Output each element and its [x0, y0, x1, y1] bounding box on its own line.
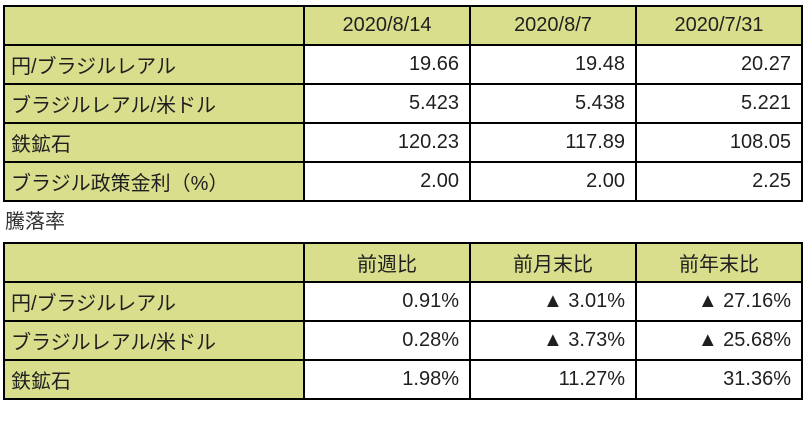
change-rate-table: 前週比 前月末比 前年末比 円/ブラジルレアル 0.91% ▲ 3.01% ▲ … — [3, 242, 803, 400]
row-label-iron-ore: 鉄鉱石 — [3, 122, 305, 163]
change-corner-cell — [3, 242, 305, 283]
rates-corner-cell — [3, 5, 305, 46]
value-cell: 19.66 — [303, 44, 471, 85]
row-label-policy-rate: ブラジル政策金利（%） — [3, 161, 305, 202]
change-header-wow: 前週比 — [303, 242, 471, 283]
value-cell: 120.23 — [303, 122, 471, 163]
table-row: 円/ブラジルレアル 0.91% ▲ 3.01% ▲ 27.16% — [3, 281, 803, 322]
section-label-change-rate: 騰落率 — [5, 211, 65, 233]
table-row: 円/ブラジルレアル 19.66 19.48 20.27 — [3, 44, 803, 85]
value-cell: ▲ 3.01% — [469, 281, 637, 322]
value-cell: 31.36% — [635, 359, 803, 400]
value-cell: 108.05 — [635, 122, 803, 163]
value-cell: 5.438 — [469, 83, 637, 124]
value-cell: 11.27% — [469, 359, 637, 400]
rates-header-row: 2020/8/14 2020/8/7 2020/7/31 — [3, 5, 803, 46]
table-row: ブラジル政策金利（%） 2.00 2.00 2.25 — [3, 161, 803, 202]
value-cell: 2.00 — [469, 161, 637, 202]
value-cell: 19.48 — [469, 44, 637, 85]
table-row: 鉄鉱石 1.98% 11.27% 31.36% — [3, 359, 803, 400]
value-cell: ▲ 27.16% — [635, 281, 803, 322]
rates-date-header-2: 2020/8/7 — [469, 5, 637, 46]
value-cell: 2.00 — [303, 161, 471, 202]
change-header-ytd: 前年末比 — [635, 242, 803, 283]
change-header-mom: 前月末比 — [469, 242, 637, 283]
rates-table: 2020/8/14 2020/8/7 2020/7/31 円/ブラジルレアル 1… — [3, 5, 803, 202]
value-cell: 1.98% — [303, 359, 471, 400]
change-header-row: 前週比 前月末比 前年末比 — [3, 242, 803, 283]
row-label-jpy-brl: 円/ブラジルレアル — [3, 44, 305, 85]
table-row: 鉄鉱石 120.23 117.89 108.05 — [3, 122, 803, 163]
rates-date-header-3: 2020/7/31 — [635, 5, 803, 46]
row-label-brl-usd: ブラジルレアル/米ドル — [3, 83, 305, 124]
table-row: ブラジルレアル/米ドル 0.28% ▲ 3.73% ▲ 25.68% — [3, 320, 803, 361]
value-cell: 2.25 — [635, 161, 803, 202]
value-cell: 0.91% — [303, 281, 471, 322]
row-label-iron-ore: 鉄鉱石 — [3, 359, 305, 400]
value-cell: ▲ 3.73% — [469, 320, 637, 361]
value-cell: 5.221 — [635, 83, 803, 124]
row-label-brl-usd: ブラジルレアル/米ドル — [3, 320, 305, 361]
row-label-jpy-brl: 円/ブラジルレアル — [3, 281, 305, 322]
value-cell: 20.27 — [635, 44, 803, 85]
value-cell: ▲ 25.68% — [635, 320, 803, 361]
table-row: ブラジルレアル/米ドル 5.423 5.438 5.221 — [3, 83, 803, 124]
value-cell: 0.28% — [303, 320, 471, 361]
rates-date-header-1: 2020/8/14 — [303, 5, 471, 46]
value-cell: 5.423 — [303, 83, 471, 124]
value-cell: 117.89 — [469, 122, 637, 163]
